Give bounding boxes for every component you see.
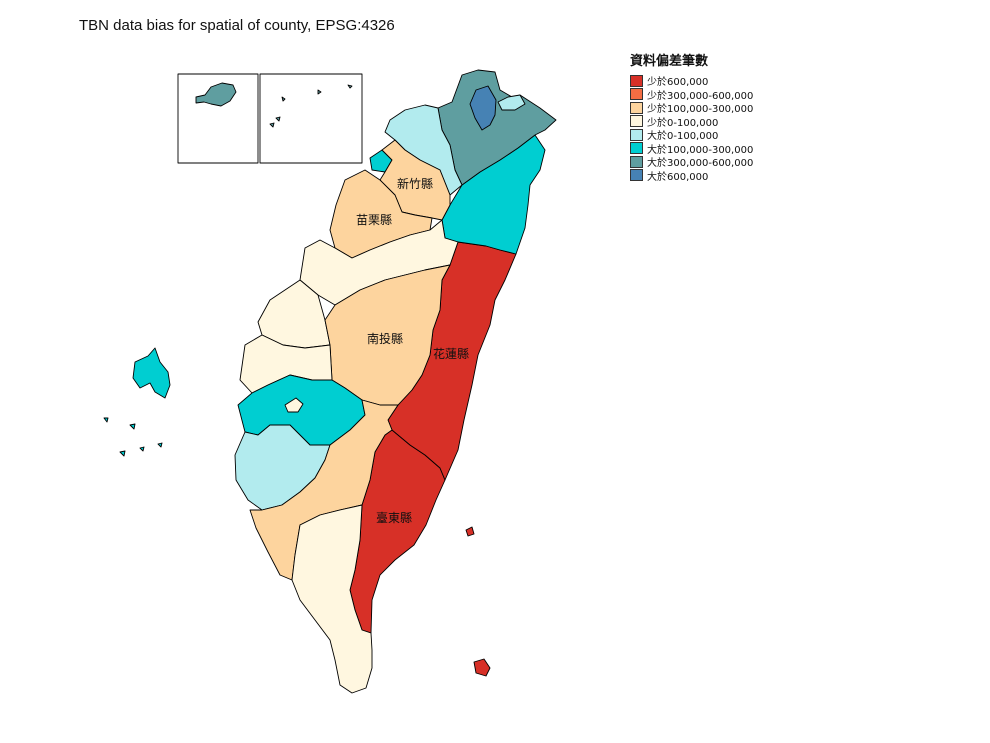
county-label-hsinchu: 新竹縣 — [397, 176, 433, 191]
legend-title: 資料偏差筆數 — [630, 54, 709, 69]
legend-item: 大於300,000-600,000 — [630, 155, 753, 169]
inset-box-kinmen — [259, 73, 363, 164]
region-penghu — [132, 347, 171, 399]
legend-item-label: 少於600,000 — [647, 77, 709, 89]
region-keelung — [497, 94, 526, 111]
legend-item: 少於0-100,000 — [630, 115, 753, 129]
county-label-nantou: 南投縣 — [367, 331, 403, 346]
legend-item-label: 大於100,000-300,000 — [647, 144, 754, 156]
region-kinmen-island — [195, 82, 237, 107]
legend-swatch — [630, 115, 643, 128]
region-orchid-island — [473, 658, 491, 677]
legend-item-label: 大於600,000 — [647, 171, 709, 183]
map-title: TBN data bias for spatial of county, EPS… — [79, 17, 395, 34]
legend-item-label: 少於100,000-300,000 — [647, 104, 754, 116]
legend-item: 少於600,000 — [630, 74, 753, 88]
region-chiayi-city — [284, 397, 304, 413]
legend-item: 大於600,000 — [630, 169, 753, 183]
legend-item-label: 大於0-100,000 — [647, 131, 719, 143]
county-label-taitung: 臺東縣 — [376, 510, 412, 525]
legend-items: 少於600,000 少於300,000-600,000 少於100,000-30… — [630, 74, 753, 183]
inset-box-matsu — [177, 73, 259, 164]
legend-swatch — [630, 155, 643, 168]
legend-swatch — [630, 74, 643, 87]
region-penghu-islets — [103, 417, 163, 457]
county-label-miaoli: 苗栗縣 — [356, 213, 392, 227]
map-legend: 資料偏差筆數 少於600,000 少於300,000-600,000 少於100… — [630, 50, 753, 183]
legend-item-label: 少於300,000-600,000 — [647, 90, 754, 102]
region-lienchiang-islets — [269, 84, 353, 128]
legend-item: 大於100,000-300,000 — [630, 142, 753, 156]
legend-item: 少於300,000-600,000 — [630, 88, 753, 102]
legend-swatch — [630, 169, 643, 182]
legend-swatch — [630, 88, 643, 101]
legend-swatch — [630, 101, 643, 114]
legend-swatch — [630, 128, 643, 141]
legend-item: 大於0-100,000 — [630, 128, 753, 142]
region-green-island — [465, 526, 475, 537]
region-taipei — [469, 85, 497, 131]
county-label-hualien: 花蓮縣 — [433, 346, 469, 361]
legend-item-label: 少於0-100,000 — [647, 117, 719, 129]
legend-item: 少於100,000-300,000 — [630, 101, 753, 115]
region-pingtung — [291, 504, 373, 694]
legend-item-label: 大於300,000-600,000 — [647, 158, 754, 170]
legend-swatch — [630, 142, 643, 155]
